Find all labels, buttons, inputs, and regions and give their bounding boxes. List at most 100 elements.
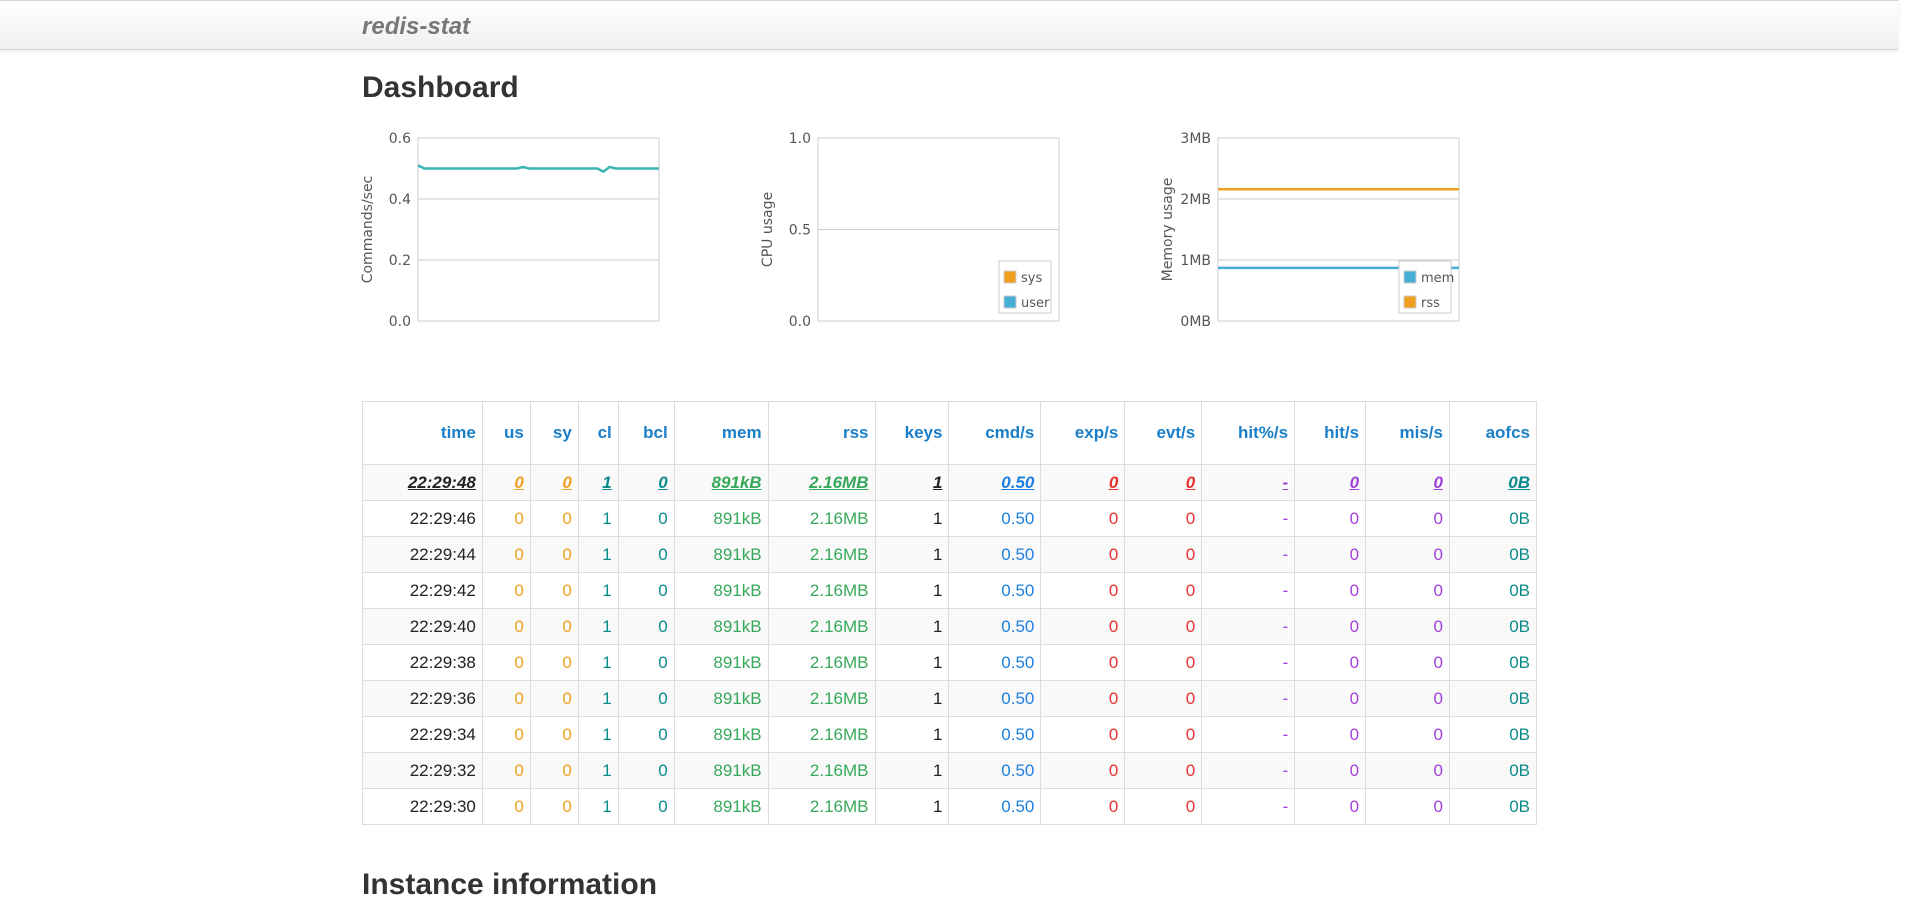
y-tick-label: 0.2 (389, 253, 411, 269)
y-tick-label: 1.0 (789, 131, 811, 147)
plot-frame (417, 137, 660, 322)
cell-mem: 891kB (673, 572, 769, 609)
cell-bcl: 0 (617, 608, 675, 645)
y-tick-label: 1MB (1180, 253, 1211, 269)
cell-evt: 0 (1124, 752, 1202, 789)
cell-rss: 2.16MB (767, 788, 875, 825)
cell-sy: 0 (529, 464, 579, 501)
cell-cmd: 0.50 (948, 680, 1041, 717)
table-row: 22:29:46 0 0 1 0 891kB 2.16MB 1 0.50 0 0-0 0 0B (362, 500, 1537, 537)
cell-cl: 1 (577, 644, 619, 681)
legend-label-mem: mem (1421, 271, 1454, 286)
cell-cl: 1 (577, 572, 619, 609)
cell-hitp: - (1201, 716, 1295, 753)
cell-cl: 1 (577, 464, 619, 501)
cell-evt: 0 (1124, 500, 1202, 537)
cell-keys: 1 (874, 716, 949, 753)
cell-sy: 0 (529, 608, 579, 645)
cell-evt: 0 (1124, 644, 1202, 681)
cell-us: 0 (481, 788, 531, 825)
column-header-bcl: bcl (617, 401, 675, 465)
cell-hit: 0 (1294, 608, 1366, 645)
cell-cmd: 0.50 (948, 752, 1041, 789)
cell-mis: 0 (1365, 536, 1450, 573)
brand-link[interactable]: redis-stat (362, 13, 471, 40)
cell-hit: 0 (1294, 500, 1366, 537)
cell-bcl: 0 (617, 644, 675, 681)
cell-mem: 891kB (673, 716, 769, 753)
cell-aofcs: 0B (1448, 716, 1537, 753)
cell-mem: 891kB (673, 500, 769, 537)
column-header-exp: exp/s (1040, 401, 1125, 465)
cell-mis: 0 (1365, 464, 1450, 501)
cell-rss: 2.16MB (767, 680, 875, 717)
y-tick-label: 2MB (1180, 192, 1211, 208)
cell-cmd: 0.50 (948, 536, 1041, 573)
cell-exp: 0 (1040, 608, 1125, 645)
cell-time: 22:29:30 (362, 788, 483, 825)
cell-evt: 0 (1124, 608, 1202, 645)
cell-mis: 0 (1365, 680, 1450, 717)
cell-rss: 2.16MB (767, 572, 875, 609)
memory-chart-svg: 3MB 2MB 1MB 0MB Memory usage mem rss (1160, 131, 1460, 330)
cell-hit: 0 (1294, 716, 1366, 753)
cell-evt: 0 (1124, 788, 1202, 825)
cell-hitp: - (1201, 500, 1295, 537)
cell-cl: 1 (577, 500, 619, 537)
table-row: 22:29:48 0 0 1 0 891kB 2.16MB 1 0.50 0 0-0 0 0B (362, 464, 1537, 501)
cell-bcl: 0 (617, 536, 675, 573)
cell-keys: 1 (874, 536, 949, 573)
cell-keys: 1 (874, 788, 949, 825)
cell-sy: 0 (529, 752, 579, 789)
series-line-commands (417, 164, 659, 174)
cell-exp: 0 (1040, 536, 1125, 573)
cell-aofcs: 0B (1448, 464, 1537, 501)
cell-bcl: 0 (617, 788, 675, 825)
cell-hit: 0 (1294, 680, 1366, 717)
y-tick-label: 0.4 (389, 192, 411, 208)
y-tick-label: 3MB (1180, 131, 1211, 147)
y-tick-label: 0.0 (389, 314, 411, 330)
column-header-hit: hit/s (1294, 401, 1366, 465)
cell-sy: 0 (529, 788, 579, 825)
cell-aofcs: 0B (1448, 752, 1537, 789)
cell-hit: 0 (1294, 536, 1366, 573)
cell-rss: 2.16MB (767, 464, 875, 501)
cell-rss: 2.16MB (767, 716, 875, 753)
y-tick-label: 0.6 (389, 131, 411, 147)
cell-hitp: - (1201, 536, 1295, 573)
cell-keys: 1 (874, 464, 949, 501)
legend-label-sys: sys (1021, 271, 1042, 286)
cell-mem: 891kB (673, 680, 769, 717)
cell-cl: 1 (577, 752, 619, 789)
y-axis-label: Commands/sec (360, 176, 376, 284)
cell-cl: 1 (577, 536, 619, 573)
cell-us: 0 (481, 752, 531, 789)
dashboard-title: Dashboard (362, 71, 519, 104)
cell-time: 22:29:48 (362, 464, 483, 501)
cell-exp: 0 (1040, 500, 1125, 537)
cell-bcl: 0 (617, 500, 675, 537)
y-axis-label: Memory usage (1160, 178, 1176, 282)
cell-sy: 0 (529, 536, 579, 573)
cell-cmd: 0.50 (948, 572, 1041, 609)
cell-us: 0 (481, 644, 531, 681)
cell-mis: 0 (1365, 752, 1450, 789)
cell-cl: 1 (577, 788, 619, 825)
cell-us: 0 (481, 680, 531, 717)
cpu-chart-svg: 1.0 0.5 0.0 CPU usage sys user (760, 131, 1060, 330)
cell-cmd: 0.50 (948, 716, 1041, 753)
cell-time: 22:29:38 (362, 644, 483, 681)
cell-us: 0 (481, 500, 531, 537)
navbar: redis-stat (0, 0, 1898, 50)
cell-cmd: 0.50 (948, 644, 1041, 681)
cell-evt: 0 (1124, 572, 1202, 609)
legend-label-rss: rss (1421, 296, 1440, 311)
cell-mem: 891kB (673, 788, 769, 825)
legend-swatch-user (1003, 295, 1017, 309)
table-row: 22:29:44 0 0 1 0 891kB 2.16MB 1 0.50 0 0-0 0 0B (362, 536, 1537, 573)
cell-hitp: - (1201, 680, 1295, 717)
cell-evt: 0 (1124, 464, 1202, 501)
commands-chart-svg: 0.6 0.4 0.2 0.0 Commands/sec (360, 131, 660, 330)
column-header-keys: keys (874, 401, 949, 465)
